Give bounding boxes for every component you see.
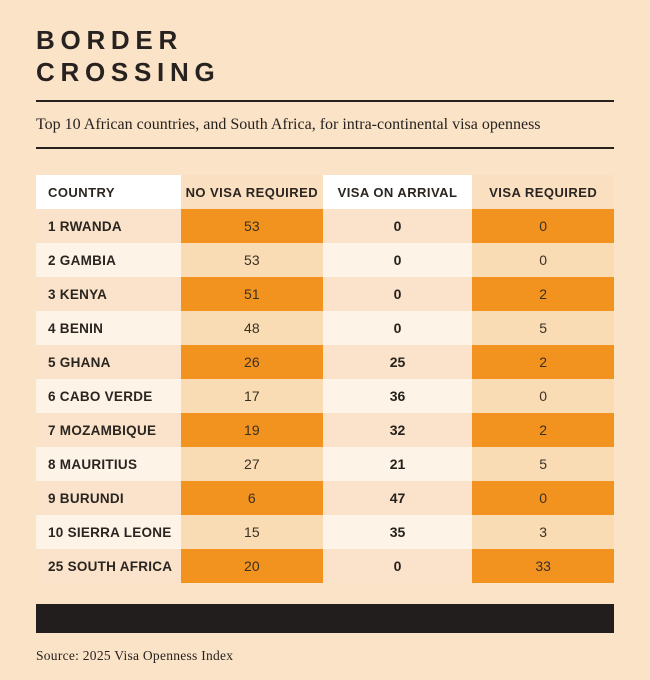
source-note: Source: 2025 Visa Openness Index (36, 648, 234, 664)
column-header-no-visa-required: NO VISA REQUIRED (181, 175, 323, 210)
visa-required-cell: 5 (472, 447, 614, 482)
visa-on-arrival-cell: 0 (393, 558, 402, 575)
no-visa-required-cell: 19 (181, 413, 323, 448)
no-visa-required-cell: 6 (181, 481, 323, 516)
country-cell: 4 BENIN (48, 320, 104, 336)
title-line-1: BORDER (36, 25, 183, 55)
divider-top (36, 100, 614, 103)
no-visa-required-cell: 17 (181, 379, 323, 414)
table-row: 25 SOUTH AFRICA 20 0 33 (36, 549, 614, 584)
country-cell: 3 KENYA (48, 286, 108, 302)
table-row: 8 MAURITIUS 27 21 5 (36, 447, 614, 482)
country-cell: 1 RWANDA (48, 218, 122, 234)
visa-on-arrival-cell: 35 (389, 524, 406, 541)
no-visa-required-cell: 48 (181, 311, 323, 346)
country-cell: 2 GAMBIA (48, 252, 117, 268)
footer-black-bar (36, 604, 614, 634)
country-cell: 5 GHANA (48, 354, 111, 370)
table-row: 5 GHANA 26 25 2 (36, 345, 614, 380)
page-title: BORDER CROSSING (36, 0, 614, 88)
visa-required-cell: 0 (472, 243, 614, 278)
visa-required-cell: 0 (472, 481, 614, 516)
visa-required-cell: 0 (472, 379, 614, 414)
no-visa-required-cell: 53 (181, 209, 323, 244)
table-header-row: COUNTRY NO VISA REQUIRED VISA ON ARRIVAL… (36, 175, 614, 210)
country-cell: 8 MAURITIUS (48, 456, 138, 472)
visa-on-arrival-cell: 0 (393, 252, 402, 269)
title-line-2: CROSSING (36, 56, 221, 87)
visa-openness-table: COUNTRY NO VISA REQUIRED VISA ON ARRIVAL… (36, 175, 614, 584)
visa-on-arrival-cell: 21 (389, 456, 406, 473)
table-body: 1 RWANDA 53 0 0 2 GAMBIA 53 0 0 3 KENYA 51 0 2 4 BEN… (36, 209, 614, 584)
country-cell: 6 CABO VERDE (48, 388, 153, 404)
visa-on-arrival-cell: 0 (393, 320, 402, 337)
divider-subtitle (36, 147, 614, 150)
table-row: 9 BURUNDI 6 47 0 (36, 481, 614, 516)
visa-on-arrival-cell: 32 (389, 422, 406, 439)
column-header-visa-required: VISA REQUIRED (472, 175, 614, 210)
country-cell: 7 MOZAMBIQUE (48, 422, 157, 438)
table-row: 7 MOZAMBIQUE 19 32 2 (36, 413, 614, 448)
table-row: 2 GAMBIA 53 0 0 (36, 243, 614, 278)
country-cell: 9 BURUNDI (48, 490, 124, 506)
visa-on-arrival-cell: 0 (393, 218, 402, 235)
table-row: 6 CABO VERDE 17 36 0 (36, 379, 614, 414)
visa-on-arrival-cell: 36 (389, 388, 406, 405)
visa-required-cell: 0 (472, 209, 614, 244)
table-row: 10 SIERRA LEONE 15 35 3 (36, 515, 614, 550)
no-visa-required-cell: 51 (181, 277, 323, 312)
no-visa-required-cell: 15 (181, 515, 323, 550)
no-visa-required-cell: 27 (181, 447, 323, 482)
no-visa-required-cell: 26 (181, 345, 323, 380)
column-header-country: COUNTRY (48, 184, 115, 200)
visa-required-cell: 2 (472, 345, 614, 380)
column-header-visa-on-arrival: VISA ON ARRIVAL (337, 184, 458, 200)
no-visa-required-cell: 20 (181, 549, 323, 584)
infographic: BORDER CROSSING Top 10 African countries… (36, 0, 614, 664)
visa-required-cell: 5 (472, 311, 614, 346)
table-row: 3 KENYA 51 0 2 (36, 277, 614, 312)
country-cell: 10 SIERRA LEONE (48, 524, 172, 540)
country-cell: 25 SOUTH AFRICA (48, 558, 173, 574)
visa-on-arrival-cell: 25 (389, 354, 406, 371)
visa-required-cell: 33 (472, 549, 614, 584)
no-visa-required-cell: 53 (181, 243, 323, 278)
visa-on-arrival-cell: 0 (393, 286, 402, 303)
visa-required-cell: 2 (472, 413, 614, 448)
table-row: 4 BENIN 48 0 5 (36, 311, 614, 346)
table-row: 1 RWANDA 53 0 0 (36, 209, 614, 244)
visa-required-cell: 2 (472, 277, 614, 312)
subtitle: Top 10 African countries, and South Afri… (36, 116, 541, 134)
visa-on-arrival-cell: 47 (389, 490, 406, 507)
visa-required-cell: 3 (472, 515, 614, 550)
